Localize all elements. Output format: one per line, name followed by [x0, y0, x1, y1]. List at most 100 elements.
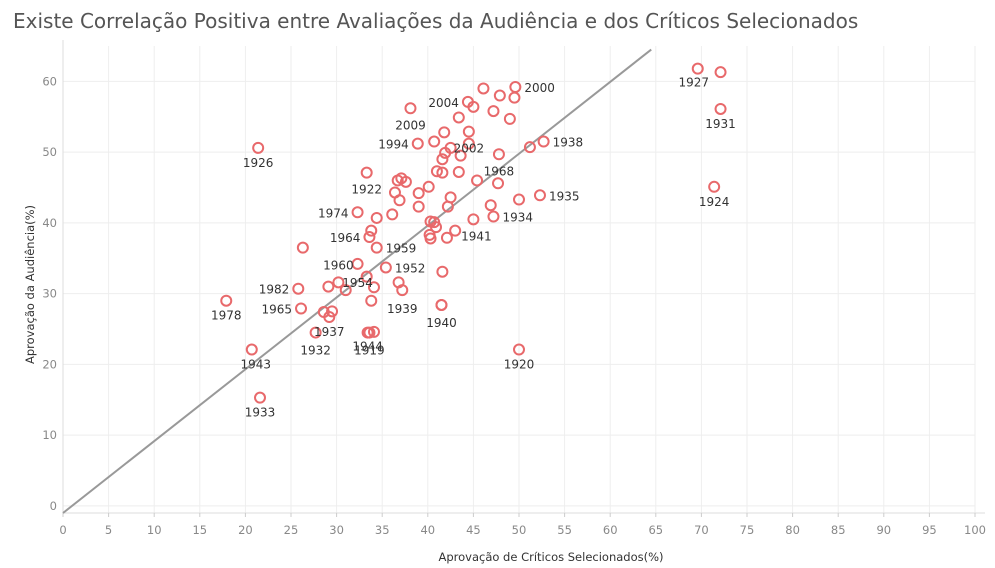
y-tick-label: 40 — [42, 216, 57, 230]
data-point — [292, 282, 305, 295]
point-label: 1968 — [484, 164, 515, 178]
y-tick-label: 0 — [50, 499, 57, 513]
data-point — [436, 265, 449, 278]
data-point — [439, 146, 452, 159]
data-point — [513, 193, 525, 206]
data-point — [452, 111, 465, 124]
point-label: 2000 — [524, 81, 555, 95]
trend-line — [62, 48, 652, 514]
y-tick-label: 50 — [42, 145, 57, 159]
data-point — [462, 137, 475, 150]
data-point — [471, 174, 484, 187]
data-point — [691, 62, 704, 75]
data-point — [440, 231, 453, 244]
y-tick-label: 10 — [42, 428, 57, 442]
data-point — [422, 180, 435, 193]
data-point — [523, 141, 536, 154]
x-tick-label: 85 — [831, 523, 846, 537]
data-point — [367, 325, 380, 338]
x-tick-label: 45 — [466, 523, 481, 537]
point-label: 2002 — [454, 142, 485, 156]
point-label: 1933 — [245, 406, 276, 420]
data-point — [467, 213, 480, 226]
data-point — [391, 174, 404, 187]
point-label: 1982 — [259, 283, 290, 297]
point-label: 1937 — [314, 325, 345, 339]
data-point — [430, 221, 443, 234]
data-point — [296, 241, 309, 254]
data-point — [477, 82, 490, 95]
data-point — [493, 89, 506, 102]
y-tick-label: 60 — [42, 74, 57, 88]
data-point — [245, 343, 258, 356]
data-point — [351, 206, 364, 219]
data-point — [438, 126, 451, 139]
point-label: 1974 — [318, 206, 349, 220]
x-tick-label: 35 — [375, 523, 390, 537]
data-point — [430, 165, 443, 178]
point-label: 1954 — [342, 276, 373, 290]
data-point — [363, 326, 376, 339]
x-tick-label: 80 — [785, 523, 800, 537]
data-point — [360, 270, 373, 283]
data-point — [484, 199, 497, 212]
point-label: 1994 — [378, 138, 409, 152]
y-tick-label: 30 — [42, 287, 57, 301]
x-tick-label: 15 — [192, 523, 207, 537]
data-point — [309, 326, 322, 339]
data-point — [252, 141, 265, 154]
data-point — [533, 189, 546, 202]
data-point — [360, 166, 373, 179]
point-label: 1924 — [699, 195, 730, 209]
data-point — [714, 102, 727, 115]
data-point — [332, 276, 345, 289]
point-label: 1935 — [549, 189, 580, 203]
point-label: 1941 — [461, 230, 492, 244]
data-point — [386, 208, 399, 221]
x-tick-label: 20 — [238, 523, 253, 537]
data-point — [428, 135, 441, 148]
point-label: 1926 — [243, 156, 274, 170]
point-label: 1952 — [395, 261, 426, 275]
data-point — [220, 294, 233, 307]
x-tick-label: 90 — [876, 523, 891, 537]
data-point — [411, 137, 424, 150]
data-point — [412, 187, 425, 200]
data-point — [253, 391, 266, 404]
data-point — [412, 200, 425, 213]
point-label: 1934 — [502, 211, 533, 225]
data-point — [424, 232, 437, 245]
point-label: 1922 — [351, 183, 382, 197]
x-tick-label: 65 — [648, 523, 663, 537]
data-point — [323, 311, 336, 324]
data-point — [508, 91, 521, 104]
data-point — [436, 153, 449, 166]
data-point — [492, 177, 505, 190]
data-point — [295, 302, 308, 315]
point-label: 1938 — [553, 136, 584, 150]
x-tick-label: 30 — [329, 523, 344, 537]
data-point — [399, 175, 412, 188]
x-tick-label: 0 — [59, 523, 66, 537]
data-point — [454, 149, 467, 162]
data-point — [396, 284, 409, 297]
data-point — [487, 210, 500, 223]
data-point — [714, 66, 727, 79]
x-tick-label: 5 — [105, 523, 112, 537]
point-label: 2004 — [428, 96, 459, 110]
data-point — [339, 284, 352, 297]
x-tick-label: 100 — [964, 523, 986, 537]
x-axis-title: Aprovação de Críticos Selecionados(%) — [438, 550, 663, 564]
point-label: 1964 — [330, 231, 361, 245]
point-label: 1919 — [354, 344, 385, 358]
point-label: 1960 — [323, 258, 354, 272]
x-tick-label: 55 — [557, 523, 572, 537]
point-label: 1944 — [352, 340, 383, 354]
data-point — [503, 112, 516, 125]
point-label: 1939 — [387, 302, 418, 316]
point-label: 1959 — [386, 242, 417, 256]
x-tick-label: 40 — [420, 523, 435, 537]
data-point — [441, 200, 454, 213]
point-label: 1978 — [211, 309, 242, 323]
